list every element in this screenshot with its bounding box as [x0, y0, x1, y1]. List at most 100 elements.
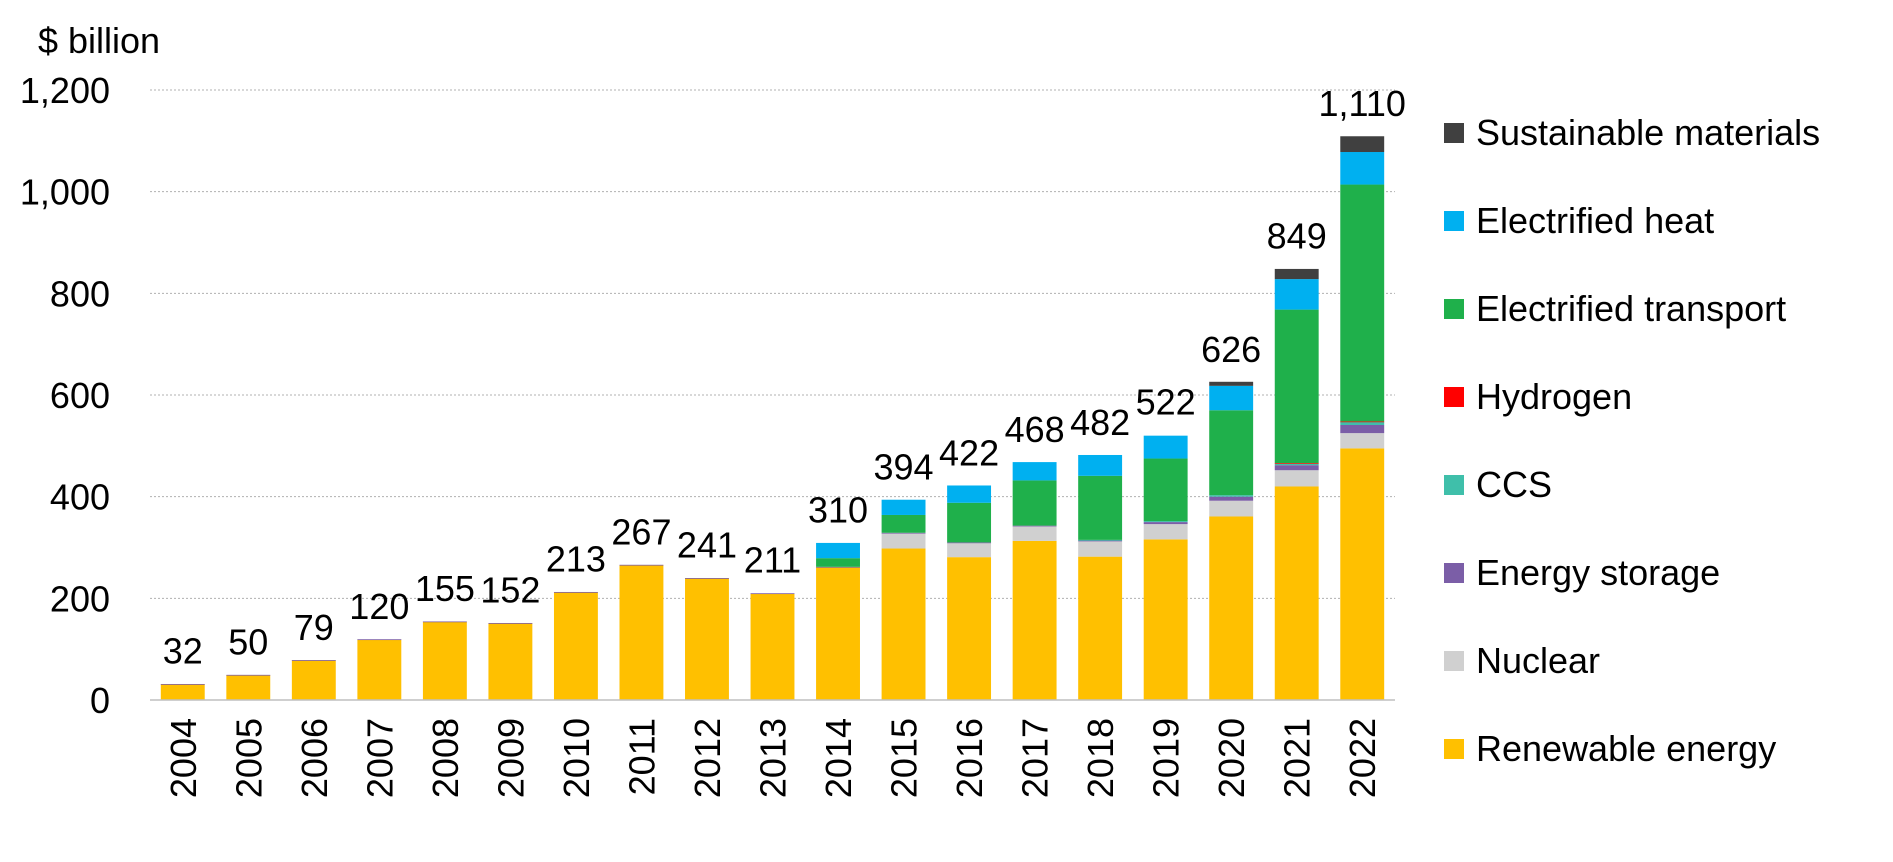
bar-segment-electrified-transport [1209, 410, 1254, 496]
bar-segment-renewable-energy [160, 684, 205, 700]
legend-swatch [1444, 211, 1464, 231]
x-tick-label: 2020 [1211, 718, 1252, 798]
bar-segment-energy-storage [881, 532, 926, 534]
bar-segment-electrified-transport [1078, 475, 1123, 540]
bar-segment-renewable-energy [619, 565, 664, 700]
bar-segment-energy-storage [1340, 424, 1385, 434]
bar-segment-electrified-heat [1143, 435, 1188, 459]
bar-segment-sustainable-materials [1340, 136, 1385, 153]
bar-segment-electrified-heat [1078, 454, 1123, 476]
legend-swatch [1444, 475, 1464, 495]
bar-segment-renewable-energy [1143, 539, 1188, 700]
bar-segment-ccs [1274, 463, 1319, 466]
bar-segment-nuclear [947, 542, 992, 558]
y-tick-label: 200 [50, 578, 110, 619]
y-tick-label: 0 [90, 680, 110, 721]
legend-swatch [1444, 739, 1464, 759]
total-data-label: 241 [677, 524, 737, 565]
bar-segment-renewable-energy [488, 623, 533, 700]
bar-segment-electrified-heat [947, 485, 992, 503]
bar-segment-hydrogen [1274, 463, 1319, 464]
legend-label: Renewable energy [1476, 728, 1776, 769]
bar-segment-ccs [1209, 495, 1254, 497]
bar-segment-energy-storage [1078, 540, 1123, 542]
bar-segment-renewable-energy [1012, 540, 1057, 700]
total-data-label: 50 [228, 622, 268, 663]
legend-swatch [1444, 563, 1464, 583]
bar-segment-hydrogen [1340, 421, 1385, 423]
x-tick-label: 2014 [818, 718, 859, 798]
bar-segment-nuclear [1078, 541, 1123, 557]
bar-segment-renewable-energy [685, 578, 729, 700]
bar-segment-energy-storage [422, 621, 467, 623]
bar-segment-energy-storage [685, 578, 729, 579]
y-tick-label: 1,000 [20, 172, 110, 213]
bar-segment-electrified-heat [1340, 152, 1385, 185]
total-data-label: 152 [480, 570, 540, 611]
y-tick-label: 1,200 [20, 70, 110, 111]
legend-label: Electrified transport [1476, 288, 1786, 329]
x-tick-label: 2019 [1146, 718, 1187, 798]
bar-segment-nuclear [1143, 524, 1188, 540]
bar-segment-energy-storage [1143, 522, 1188, 525]
total-data-label: 1,110 [1319, 83, 1406, 124]
legend-label: Energy storage [1476, 552, 1720, 593]
total-data-label: 267 [611, 511, 671, 552]
total-data-label: 468 [1005, 409, 1065, 450]
y-axis-unit-label: $ billion [38, 20, 160, 61]
x-tick-label: 2022 [1342, 718, 1383, 798]
total-data-label: 155 [415, 568, 475, 609]
total-data-label: 849 [1267, 215, 1327, 256]
bar-segment-renewable-energy [553, 592, 598, 700]
bar-segment-electrified-transport [816, 558, 860, 567]
y-tick-label: 800 [50, 273, 110, 314]
bar-segment-renewable-energy [947, 557, 992, 700]
bar-segment-electrified-heat [881, 499, 926, 515]
x-tick-label: 2018 [1080, 718, 1121, 798]
bar-segment-sustainable-materials [1209, 381, 1254, 386]
total-data-label: 394 [874, 447, 934, 488]
legend-label: Sustainable materials [1476, 112, 1820, 153]
bar-segment-renewable-energy [881, 548, 926, 700]
y-axis-ticks: 0 200 400 600 800 1,000 1,200 [20, 70, 110, 721]
total-data-label: 79 [294, 607, 334, 648]
bar-segment-renewable-energy [1274, 486, 1319, 700]
bar-segment-energy-storage [816, 566, 860, 568]
bar-segment-energy-storage [1209, 496, 1254, 501]
bar-segment-energy-storage [1012, 525, 1057, 527]
bar-segment-nuclear [1012, 526, 1057, 541]
total-data-label: 522 [1136, 382, 1196, 423]
total-data-label: 211 [744, 540, 801, 581]
legend-swatch [1444, 651, 1464, 671]
x-tick-label: 2016 [949, 718, 990, 798]
bar-segment-renewable-energy [226, 675, 271, 700]
total-data-label: 626 [1201, 329, 1261, 370]
y-tick-label: 600 [50, 375, 110, 416]
x-tick-label: 2006 [294, 718, 335, 798]
bar-segment-energy-storage [553, 591, 598, 593]
bar-segment-electrified-transport [881, 514, 926, 533]
x-tick-label: 2015 [884, 718, 925, 798]
bar-segment-nuclear [1209, 500, 1254, 517]
bar-segment-renewable-energy [291, 660, 336, 700]
x-tick-label: 2010 [556, 718, 597, 798]
bar-segment-electrified-heat [1209, 385, 1254, 411]
x-tick-label: 2013 [753, 718, 794, 798]
bar-segment-nuclear [881, 533, 926, 549]
bar-segment-ccs [1143, 521, 1188, 523]
bar-segment-electrified-heat [816, 542, 860, 559]
x-tick-label: 2011 [621, 718, 662, 795]
bar-segment-renewable-energy [750, 593, 795, 700]
bar-segment-energy-storage [357, 639, 402, 641]
legend-swatch [1444, 387, 1464, 407]
bar-segment-ccs [1078, 539, 1123, 541]
x-tick-label: 2017 [1015, 718, 1056, 798]
total-data-label: 310 [808, 489, 868, 530]
total-data-label: 422 [939, 432, 999, 473]
total-data-label: 482 [1070, 402, 1130, 443]
bar-segment-electrified-transport [1143, 458, 1188, 522]
bar-segment-electrified-transport [1274, 309, 1319, 464]
x-tick-label: 2007 [359, 718, 400, 798]
bar-segment-renewable-energy [816, 567, 860, 700]
